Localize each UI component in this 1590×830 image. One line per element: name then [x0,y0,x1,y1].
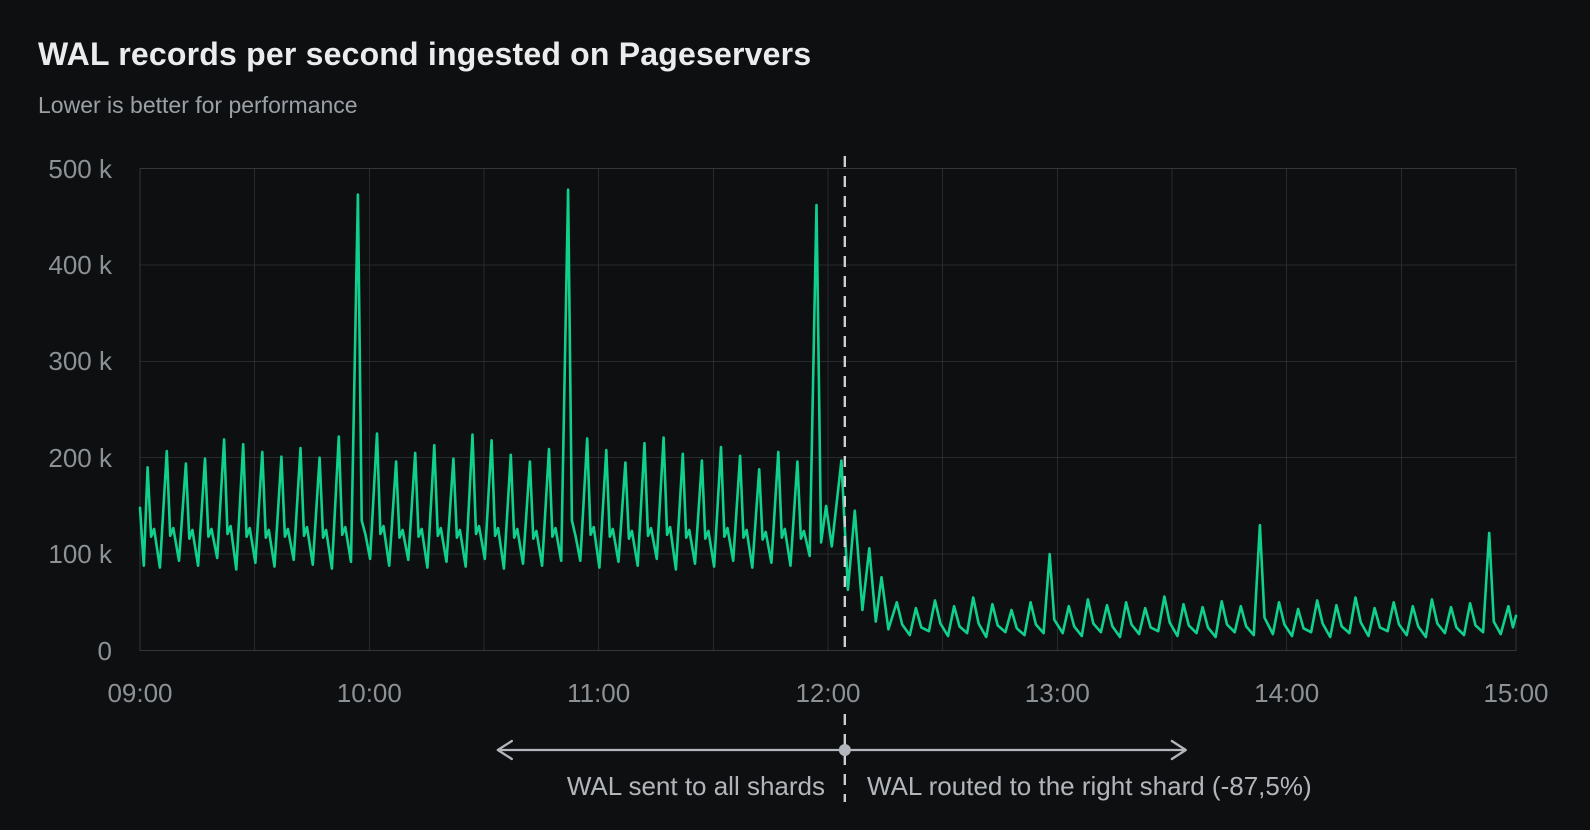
x-tick-label: 12:00 [795,678,861,708]
chart-title: WAL records per second ingested on Pages… [38,36,812,72]
annotation-left-label: WAL sent to all shards [566,771,825,801]
x-tick-label: 11:00 [567,678,631,708]
series-line [138,188,1518,639]
chart-subtitle: Lower is better for performance [38,92,358,118]
y-tick-label: 400 k [48,249,112,280]
annotation-right-label: WAL routed to the right shard (-87,5%) [867,771,1312,801]
y-tick-label: 0 [97,635,112,666]
y-tick-label: 500 k [48,153,112,184]
annotation-arrow [496,739,1187,761]
y-tick-label: 100 k [48,539,112,570]
gridlines [139,168,1517,651]
x-tick-label: 15:00 [1483,678,1549,708]
arrow-right-icon [1170,739,1187,761]
x-tick-label: 10:00 [336,678,402,708]
x-tick-label: 13:00 [1024,678,1090,708]
plot-border [139,168,1517,651]
y-tick-label: 200 k [48,442,112,473]
y-tick-label: 300 k [48,346,112,377]
arrow-left-icon [496,739,513,761]
x-tick-label: 09:00 [107,678,173,708]
x-tick-label: 14:00 [1254,678,1320,708]
divider-dot [838,744,851,756]
